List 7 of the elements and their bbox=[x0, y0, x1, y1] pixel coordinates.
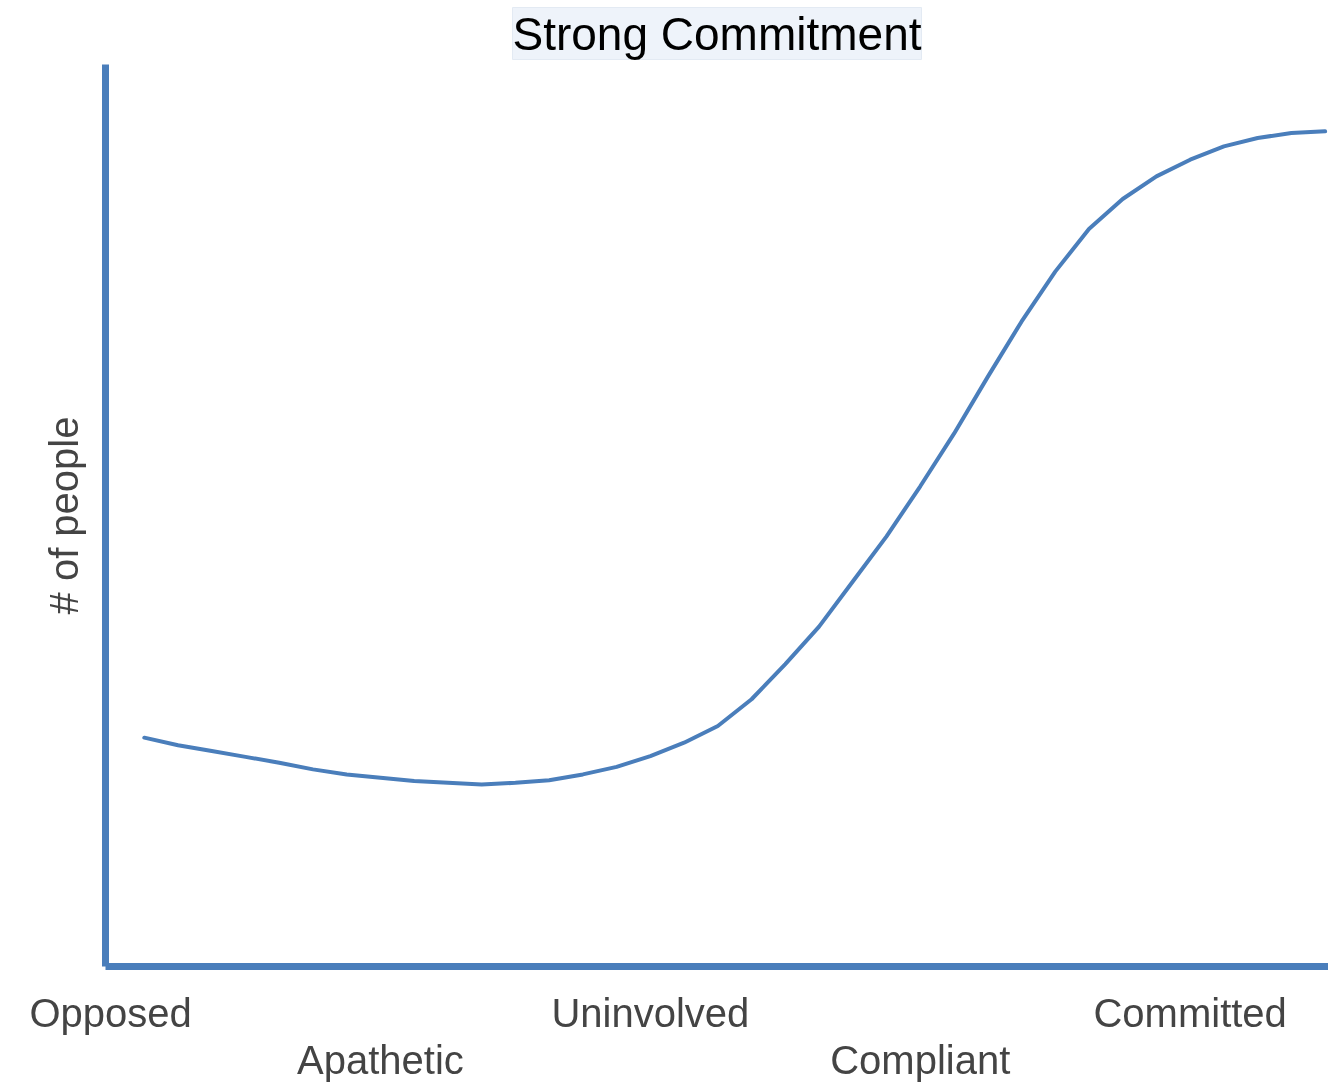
x-tick-label: Committed bbox=[1093, 990, 1287, 1035]
x-tick-label: Opposed bbox=[29, 990, 192, 1035]
chart-title: Strong Commitment bbox=[512, 7, 922, 60]
x-tick-label: Compliant bbox=[830, 1037, 1011, 1082]
x-tick-label: Apathetic bbox=[297, 1037, 464, 1082]
y-axis-title: # of people bbox=[41, 416, 86, 615]
x-tick-label: Uninvolved bbox=[551, 990, 750, 1035]
